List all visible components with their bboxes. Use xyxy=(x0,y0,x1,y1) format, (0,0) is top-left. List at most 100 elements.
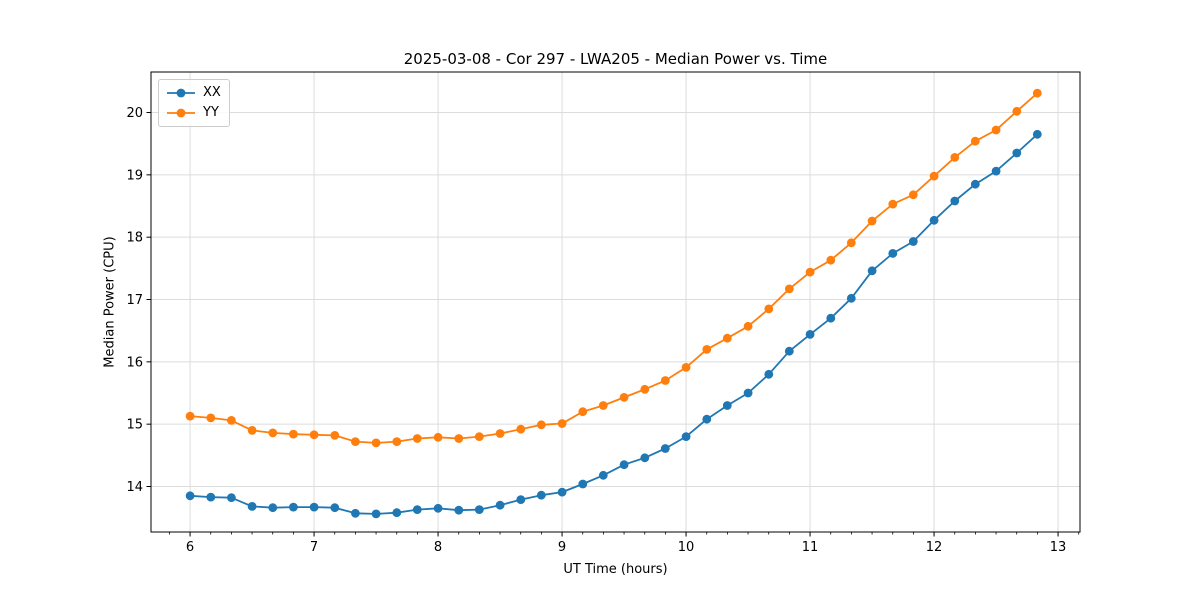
data-point-xx xyxy=(412,505,422,514)
data-point-xx xyxy=(619,460,629,470)
data-point-xx xyxy=(660,444,670,453)
data-point-xx xyxy=(784,346,794,356)
data-point-yy xyxy=(764,304,774,314)
x-tick-label: 6 xyxy=(186,540,194,555)
x-tick-label: 9 xyxy=(558,540,566,555)
data-point-yy xyxy=(412,434,422,443)
data-point-xx xyxy=(950,196,960,206)
x-tick-label: 10 xyxy=(678,540,695,555)
data-point-yy xyxy=(495,429,505,438)
data-point-yy xyxy=(578,407,588,417)
data-point-xx xyxy=(970,179,980,189)
y-tick-label: 14 xyxy=(126,480,143,495)
data-point-yy xyxy=(743,321,753,331)
x-tick-label: 7 xyxy=(310,540,318,555)
data-point-xx xyxy=(578,479,588,489)
data-point-yy xyxy=(392,437,402,446)
data-point-xx xyxy=(826,313,836,323)
data-point-xx xyxy=(433,503,443,513)
x-tick-label: 8 xyxy=(434,540,442,555)
data-point-yy xyxy=(185,411,195,421)
data-point-yy xyxy=(681,363,691,372)
data-point-yy xyxy=(867,216,877,226)
data-point-yy xyxy=(784,284,794,294)
data-point-xx xyxy=(454,505,464,515)
data-point-xx xyxy=(536,490,546,500)
data-point-yy xyxy=(536,420,546,430)
chart-title: 2025-03-08 - Cor 297 - LWA205 - Median P… xyxy=(403,50,828,68)
series-line-yy xyxy=(189,92,1039,444)
plot-border xyxy=(150,71,1081,533)
legend-label-xx: XX xyxy=(203,85,221,100)
y-tick-label: 20 xyxy=(126,106,143,121)
data-point-xx xyxy=(185,491,195,501)
data-point-yy xyxy=(991,125,1001,135)
data-point-yy xyxy=(309,430,319,440)
data-point-yy xyxy=(330,431,340,440)
series-line-xx xyxy=(189,133,1039,515)
data-point-xx xyxy=(330,503,340,513)
data-point-yy xyxy=(722,333,732,343)
data-point-yy xyxy=(888,199,898,209)
data-point-yy xyxy=(227,416,236,425)
data-point-yy xyxy=(1012,106,1022,116)
data-point-yy xyxy=(908,190,918,200)
data-point-xx xyxy=(722,401,732,410)
data-point-yy xyxy=(702,345,712,354)
data-point-yy xyxy=(619,393,629,402)
y-tick-label: 15 xyxy=(126,418,143,433)
legend-item-yy: YY xyxy=(166,104,221,122)
x-tick-label: 13 xyxy=(1050,540,1067,555)
data-point-xx xyxy=(495,500,505,510)
data-point-yy xyxy=(247,426,257,435)
data-point-yy xyxy=(1032,88,1042,98)
y-tick-label: 19 xyxy=(126,168,143,183)
data-point-yy xyxy=(846,238,856,248)
data-point-xx xyxy=(227,493,236,503)
data-point-xx xyxy=(640,453,650,463)
data-point-xx xyxy=(908,237,918,246)
data-point-yy xyxy=(516,424,526,434)
data-point-yy xyxy=(557,419,567,428)
legend-marker-yy-icon xyxy=(167,108,195,118)
data-point-xx xyxy=(991,166,1001,176)
data-point-xx xyxy=(805,330,815,339)
data-point-xx xyxy=(846,293,856,303)
data-point-xx xyxy=(557,487,567,497)
data-point-xx xyxy=(1032,129,1042,139)
legend-label-yy: YY xyxy=(203,105,219,120)
data-point-yy xyxy=(660,376,670,385)
data-point-xx xyxy=(392,508,402,518)
data-point-yy xyxy=(474,432,484,441)
x-tick-label: 12 xyxy=(926,540,943,555)
data-point-yy xyxy=(826,255,836,265)
data-point-xx xyxy=(371,509,381,519)
data-point-yy xyxy=(433,432,443,442)
data-point-yy xyxy=(805,267,815,277)
x-tick-label: 11 xyxy=(802,540,819,555)
legend-marker-xx-icon xyxy=(167,88,195,98)
data-point-xx xyxy=(1012,148,1022,158)
data-point-yy xyxy=(598,401,608,410)
data-point-xx xyxy=(888,249,898,258)
y-axis-label: Median Power (CPU) xyxy=(102,236,118,368)
data-point-xx xyxy=(516,495,526,504)
data-point-xx xyxy=(598,470,608,480)
data-point-yy xyxy=(970,136,980,146)
data-point-xx xyxy=(289,502,298,512)
legend: XX YY xyxy=(158,79,230,127)
data-point-xx xyxy=(474,505,484,514)
data-point-yy xyxy=(351,437,360,446)
legend-item-xx: XX xyxy=(166,84,221,102)
y-tick-label: 17 xyxy=(126,293,143,308)
data-point-xx xyxy=(247,502,257,511)
data-point-yy xyxy=(454,434,464,443)
data-point-xx xyxy=(743,388,753,398)
data-point-yy xyxy=(950,153,960,162)
data-point-yy xyxy=(289,429,298,439)
y-tick-label: 16 xyxy=(126,355,143,370)
data-point-yy xyxy=(640,384,650,394)
data-point-xx xyxy=(764,369,774,379)
